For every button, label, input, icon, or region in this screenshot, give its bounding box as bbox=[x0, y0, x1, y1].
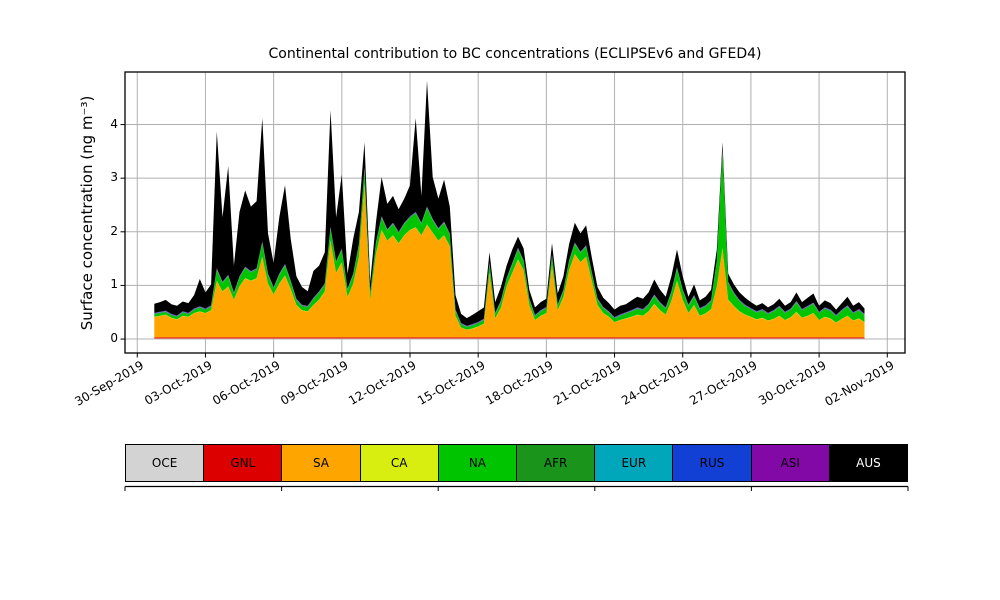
y-tick-label: 2 bbox=[110, 223, 118, 238]
y-tick-label: 3 bbox=[110, 170, 118, 185]
area-OCE bbox=[154, 338, 865, 340]
area-NA bbox=[154, 151, 865, 330]
legend-swatch-ASI: ASI bbox=[750, 444, 830, 482]
legend-swatch-NA: NA bbox=[437, 444, 518, 482]
legend-label: EUR bbox=[621, 456, 647, 470]
legend-label: OCE bbox=[151, 456, 178, 470]
legend-swatch-AUS: AUS bbox=[828, 444, 909, 482]
area-SA bbox=[154, 184, 865, 338]
legend-swatch-CA: CA bbox=[359, 444, 439, 482]
area-AUS bbox=[154, 80, 865, 326]
legend: OCE GNL SA CA NA AFR EUR RUS ASI AUS bbox=[125, 444, 909, 482]
legend-label: ASI bbox=[780, 456, 800, 470]
y-tick-label: 1 bbox=[110, 277, 118, 292]
chart-title: Continental contribution to BC concentra… bbox=[268, 46, 762, 62]
legend-label: RUS bbox=[699, 456, 725, 470]
legend-swatch-OCE: OCE bbox=[125, 444, 205, 482]
legend-swatch-AFR: AFR bbox=[516, 444, 596, 482]
legend-swatch-SA: SA bbox=[281, 444, 361, 482]
legend-swatch-RUS: RUS bbox=[672, 444, 752, 482]
legend-swatch-EUR: EUR bbox=[594, 444, 674, 482]
legend-label: GNL bbox=[230, 456, 256, 470]
axes-border bbox=[124, 71, 906, 354]
y-tick-label: 0 bbox=[110, 331, 118, 346]
legend-label: CA bbox=[390, 456, 408, 470]
area-GNL bbox=[154, 337, 865, 339]
legend-label: AFR bbox=[543, 456, 568, 470]
legend-label: NA bbox=[468, 456, 486, 470]
legend-swatch-GNL: GNL bbox=[203, 444, 283, 482]
legend-label: SA bbox=[312, 456, 330, 470]
legend-label: AUS bbox=[856, 456, 881, 470]
y-tick-label: 4 bbox=[110, 116, 118, 131]
